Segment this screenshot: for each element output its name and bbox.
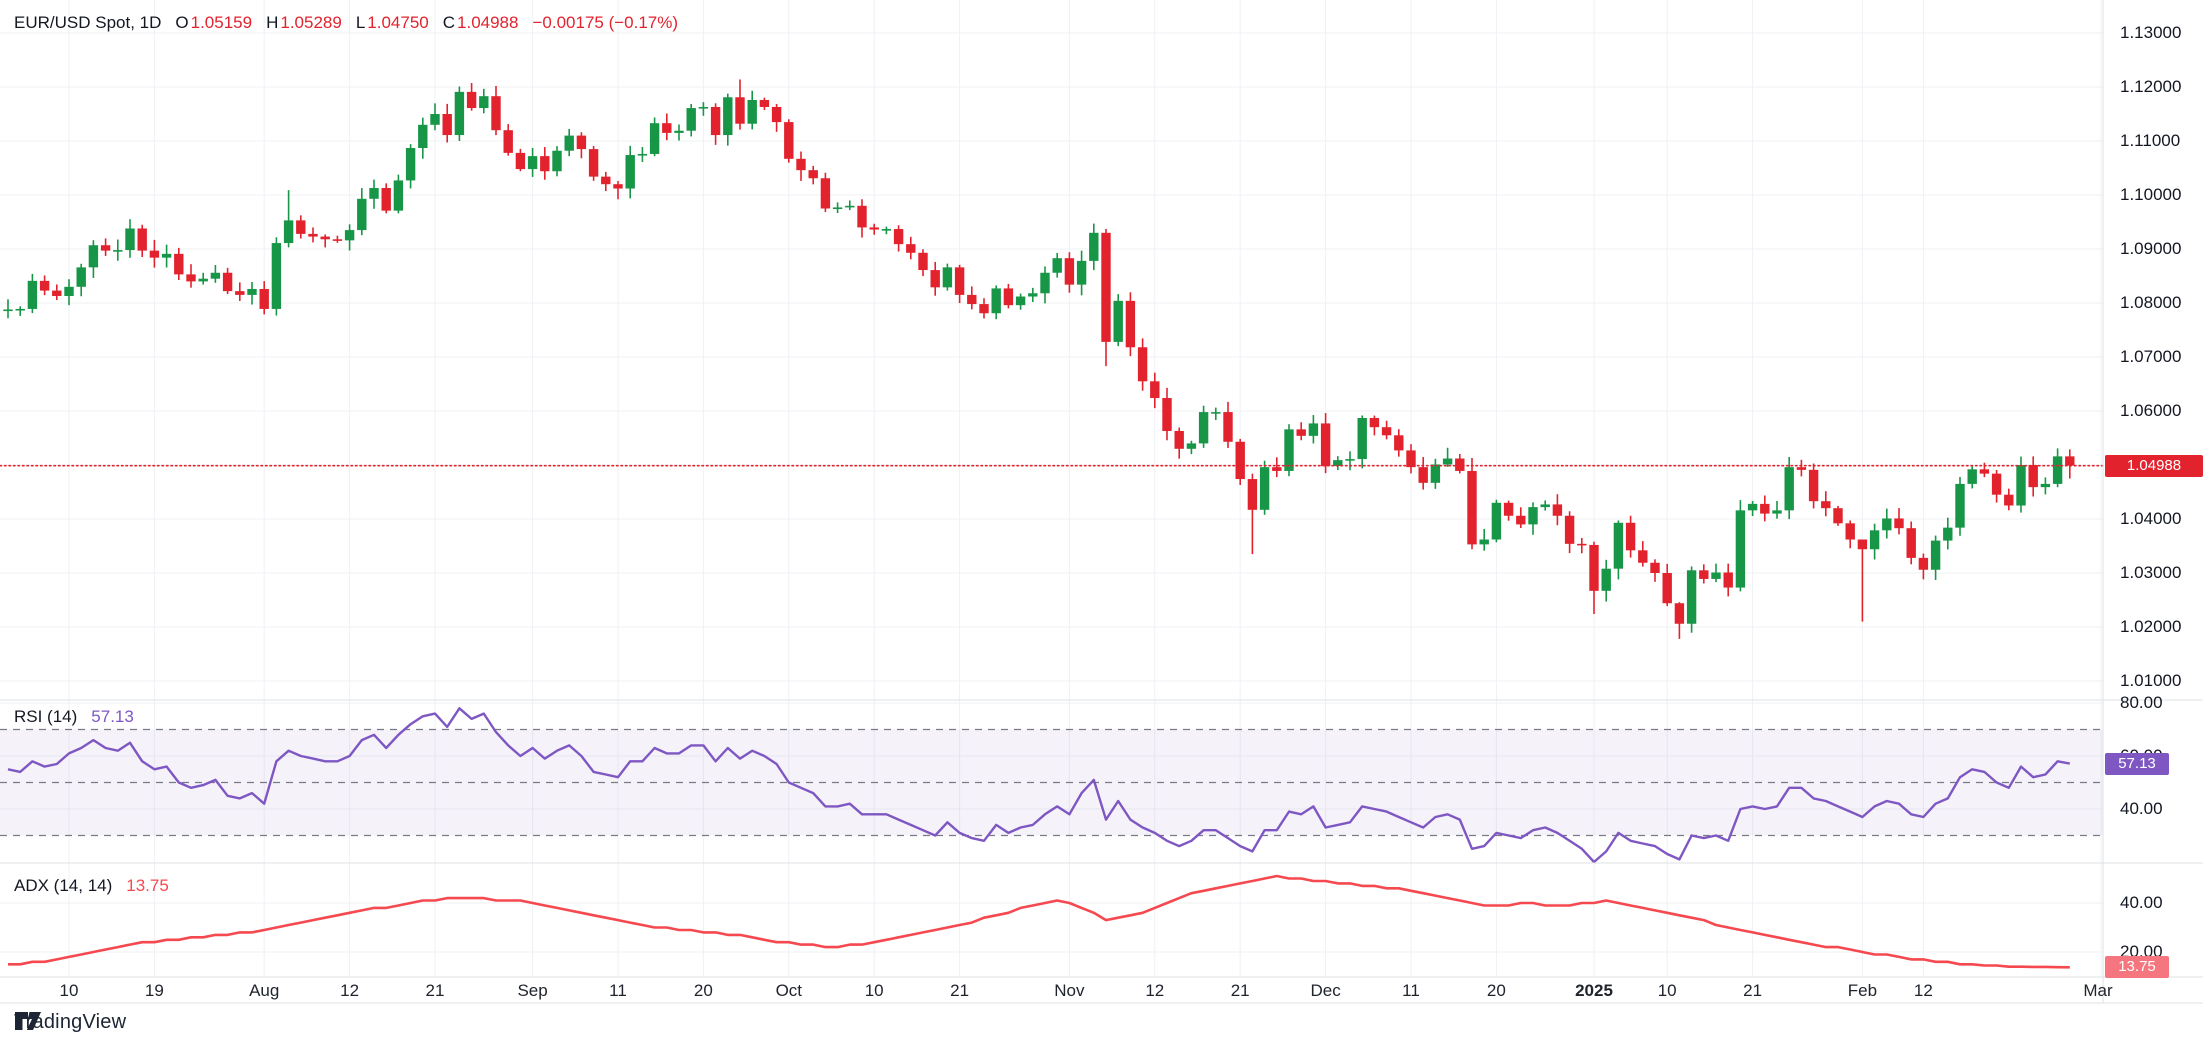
time-axis-label: 21 — [950, 981, 970, 1000]
rsi-value: 57.13 — [91, 707, 134, 726]
open-value: O 1.05159 — [175, 13, 253, 32]
time-axis-label: Oct — [775, 981, 803, 1000]
price-axis-label: 1.01000 — [2120, 671, 2182, 690]
rsi-label: RSI (14) — [14, 707, 78, 726]
time-axis-label: 2025 — [1575, 981, 1613, 1000]
adx-value-badge: 13.75 — [2105, 956, 2169, 979]
time-axis-label: 11 — [1402, 981, 1420, 1000]
tradingview-logo[interactable]: TradingView — [14, 1011, 126, 1034]
price-axis-label: 1.02000 — [2120, 617, 2182, 636]
time-axis-label: 20 — [1486, 981, 1506, 1000]
rsi-value-badge: 57.13 — [2105, 752, 2169, 775]
price-axis-label: 1.04000 — [2120, 509, 2182, 528]
time-axis-label: Aug — [249, 981, 280, 1000]
time-axis-label: 21 — [425, 981, 445, 1000]
price-axis-label: 1.10000 — [2120, 185, 2182, 204]
time-axis-label: Sep — [517, 981, 548, 1000]
close-value: C 1.04988 — [442, 13, 519, 32]
adx-label: ADX (14, 14) — [14, 876, 113, 895]
low-value: L 1.04750 — [355, 13, 429, 32]
time-axis-label: 10 — [864, 981, 884, 1000]
price-axis-label: 1.13000 — [2120, 23, 2182, 42]
time-axis-label: Dec — [1310, 981, 1341, 1000]
time-axis-label: 12 — [1145, 981, 1165, 1000]
symbol-title: EUR/USD Spot, 1D — [14, 13, 162, 32]
time-axis-label: Feb — [1847, 981, 1878, 1000]
price-axis-label: 1.09000 — [2120, 239, 2182, 258]
price-axis-label: 1.11000 — [2120, 131, 2181, 150]
time-axis-label: 12 — [1913, 981, 1933, 1000]
time-axis-label: 20 — [693, 981, 713, 1000]
time-axis-label: 11 — [609, 981, 627, 1000]
time-axis-label: 10 — [59, 981, 79, 1000]
price-axis-label: 1.08000 — [2120, 293, 2182, 312]
time-axis-label: 21 — [1230, 981, 1250, 1000]
adx-axis-label: 40.00 — [2120, 893, 2163, 912]
tradingview-mark-icon — [15, 1012, 41, 1030]
time-axis-label: 21 — [1743, 981, 1763, 1000]
time-axis-label: Nov — [1054, 981, 1085, 1000]
price-axis-label: 1.03000 — [2120, 563, 2182, 582]
adx-legend: ADX (14, 14) 13.75 — [14, 876, 169, 896]
rsi-axis-label: 40.00 — [2120, 799, 2163, 818]
change-value: −0.00175 (−0.17%) — [532, 13, 679, 32]
adx-axis-label: 20.00 — [2120, 942, 2163, 961]
rsi-axis-label: 80.00 — [2120, 693, 2163, 712]
symbol-legend: EUR/USD Spot, 1D O 1.05159 H 1.05289 L 1.04… — [14, 13, 678, 33]
rsi-legend: RSI (14) 57.13 — [14, 707, 134, 727]
tradingview-brand-text: TradingView — [14, 1011, 127, 1033]
price-axis-label: 1.12000 — [2120, 77, 2182, 96]
adx-value: 13.75 — [126, 876, 169, 895]
last-price-badge: 1.04988 — [2105, 454, 2203, 477]
price-axis-label: 1.07000 — [2120, 347, 2182, 366]
time-axis-label: 19 — [144, 981, 164, 1000]
time-axis-label: 12 — [340, 981, 360, 1000]
time-axis-label: Mar — [2083, 981, 2113, 1000]
time-axis-label: 10 — [1657, 981, 1677, 1000]
price-axis-label: 1.06000 — [2120, 401, 2182, 420]
high-value: H 1.05289 — [266, 13, 342, 32]
